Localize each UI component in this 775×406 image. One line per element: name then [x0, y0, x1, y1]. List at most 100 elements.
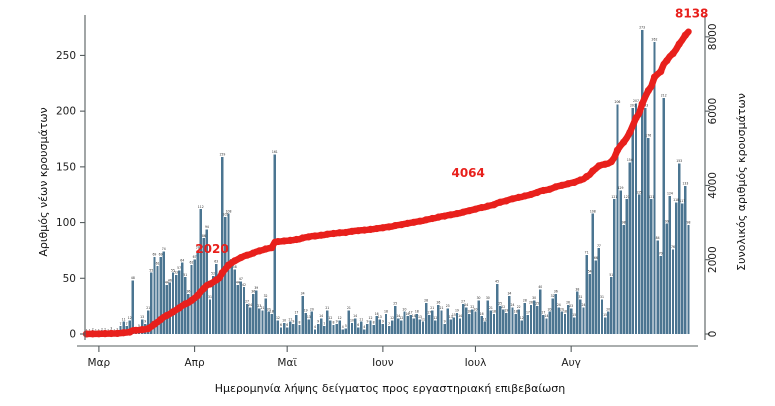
- bar-value-label: 14: [412, 314, 416, 318]
- bar-value-label: 24: [464, 303, 468, 307]
- bar: [211, 276, 215, 334]
- bar: [431, 310, 434, 334]
- cumulative-point: [299, 234, 307, 242]
- bar: [647, 137, 650, 334]
- bar-value-label: 21: [489, 306, 493, 310]
- cumulative-point: [187, 296, 196, 305]
- bar-value-label: 16: [480, 312, 484, 316]
- bar: [162, 251, 165, 334]
- bar: [147, 310, 150, 334]
- bar-value-label: 3: [110, 326, 112, 330]
- cumulative-point: [453, 210, 461, 218]
- bar: [542, 315, 545, 334]
- bar: [554, 293, 557, 334]
- cumulative-point: [459, 208, 467, 216]
- cumulative-point: [336, 229, 344, 237]
- bar-value-label: 9: [336, 320, 338, 324]
- bar: [171, 272, 175, 334]
- bar: [616, 104, 619, 335]
- cumulative-point: [681, 31, 689, 39]
- left-tick-label: 200: [56, 106, 76, 118]
- cumulative-point: [558, 181, 566, 189]
- bar: [156, 266, 159, 334]
- cumulative-point: [552, 183, 560, 191]
- bar: [252, 293, 255, 334]
- bar: [566, 305, 570, 334]
- cumulative-point: [441, 212, 449, 220]
- bar-value-label: 9: [292, 320, 294, 324]
- bar: [588, 273, 591, 334]
- bar: [415, 313, 419, 334]
- bar-value-label: 6: [357, 323, 359, 327]
- bar-value-label: 70: [659, 252, 663, 256]
- right-tick-label: 2000: [707, 246, 719, 273]
- right-tick-label: 6000: [707, 98, 719, 125]
- bar: [591, 213, 594, 334]
- bar: [239, 281, 243, 334]
- bar: [443, 323, 446, 334]
- bar: [560, 311, 564, 334]
- bar: [600, 299, 604, 334]
- cumulative-point: [484, 202, 492, 210]
- bar: [684, 185, 687, 334]
- bar-value-label: 112: [198, 205, 204, 209]
- left-tick-label: 250: [56, 50, 76, 62]
- right-y-axis: 0 2000 4000 6000 8000: [704, 15, 719, 340]
- bar-value-label: 4: [363, 325, 365, 329]
- bar-value-label: 26: [566, 301, 570, 305]
- cumulative-point: [144, 325, 152, 333]
- bar-value-label: 16: [375, 312, 379, 316]
- bar-value-label: 24: [511, 303, 515, 307]
- bar: [150, 272, 153, 334]
- bar: [449, 319, 452, 334]
- cumulative-point: [626, 128, 634, 137]
- bar-value-label: 9: [444, 320, 446, 324]
- bar: [480, 316, 483, 334]
- bar: [366, 323, 369, 334]
- bar: [205, 229, 209, 334]
- bar-value-label: 1: [95, 328, 97, 332]
- bar: [511, 307, 514, 334]
- cumulative-point: [329, 229, 338, 238]
- cumulative-dots: [82, 31, 689, 338]
- bar: [631, 107, 635, 334]
- bar-value-label: 121: [624, 195, 630, 199]
- bar-value-label: 9: [366, 320, 368, 324]
- bar-value-label: 22: [501, 305, 505, 309]
- bar-value-label: 11: [288, 317, 292, 321]
- cumulative-point: [286, 236, 294, 245]
- left-axis-title: Αριθμός νέων κρουσμάτων: [37, 107, 50, 256]
- bar-value-label: 20: [267, 307, 271, 311]
- cumulative-point: [620, 138, 628, 146]
- bar-value-label: 16: [406, 312, 410, 316]
- bar-value-label: 8: [373, 321, 375, 325]
- bar: [465, 307, 468, 334]
- cumulative-point: [107, 329, 115, 338]
- bar-value-label: 105: [222, 213, 228, 217]
- cumulative-point: [200, 284, 208, 293]
- bar-value-label: 121: [611, 195, 617, 199]
- bar-value-label: 66: [594, 256, 598, 260]
- bar: [282, 322, 286, 334]
- bar-value-label: 23: [569, 304, 573, 308]
- bar: [452, 317, 456, 334]
- bar-value-label: 12: [276, 316, 280, 320]
- bar-value-label: 45: [495, 279, 499, 283]
- bar: [637, 194, 641, 334]
- bar-value-label: 69: [159, 253, 163, 257]
- cumulative-point: [132, 326, 140, 334]
- cumulative-point: [515, 193, 523, 201]
- bar: [400, 320, 403, 334]
- cumulative-point: [311, 232, 319, 240]
- cumulative-point: [280, 237, 288, 245]
- cumulative-point: [675, 40, 683, 48]
- bar: [458, 318, 462, 334]
- bar-value-label: 21: [146, 306, 150, 310]
- cumulative-annotation: 8138: [675, 7, 708, 21]
- bar: [335, 323, 338, 334]
- bar-value-label: 9: [317, 320, 319, 324]
- bar-value-label: 32: [264, 294, 268, 298]
- bar: [326, 310, 329, 334]
- bar-value-label: 203: [630, 103, 636, 107]
- bar: [662, 97, 665, 335]
